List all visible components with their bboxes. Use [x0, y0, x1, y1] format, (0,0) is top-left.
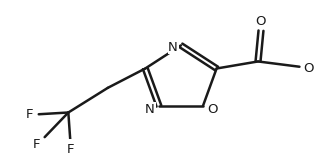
- Text: F: F: [26, 108, 33, 121]
- Text: F: F: [33, 138, 40, 151]
- Text: F: F: [67, 143, 74, 156]
- Text: N: N: [145, 103, 155, 116]
- Text: O: O: [256, 15, 266, 28]
- Text: O: O: [208, 103, 218, 116]
- Text: O: O: [303, 62, 313, 75]
- Text: N: N: [168, 41, 178, 54]
